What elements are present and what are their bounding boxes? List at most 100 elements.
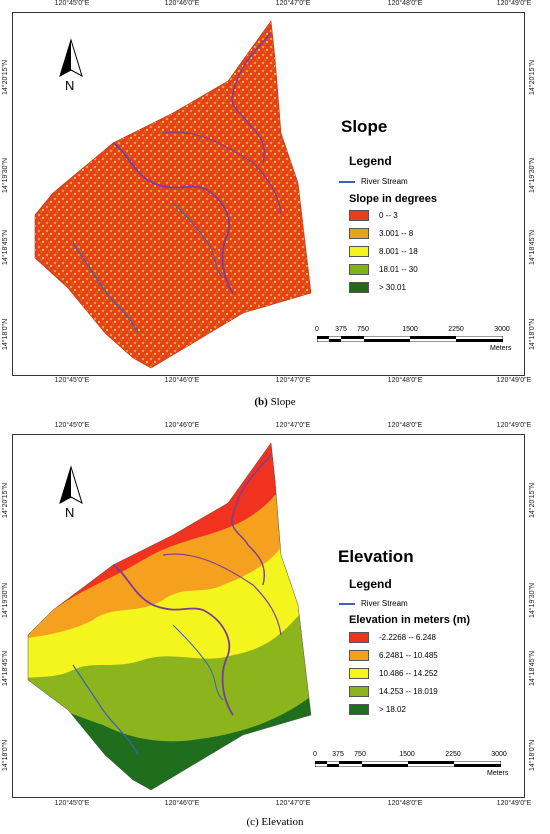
legend-class: 8.001 -- 18 bbox=[349, 245, 418, 257]
class-label: > 30.01 bbox=[379, 282, 406, 292]
color-swatch bbox=[349, 667, 369, 679]
class-label: 18.01 -- 30 bbox=[379, 264, 418, 274]
river-label: River Stream bbox=[361, 599, 408, 608]
lat-tick-left: 14°18'45"N bbox=[2, 229, 9, 265]
river-stream bbox=[231, 32, 272, 164]
lat-tick-left: 14°19'30"N bbox=[2, 582, 9, 618]
lat-tick-right: 14°20'15"N bbox=[529, 59, 536, 95]
lon-tick-bottom: 120°48'0"E bbox=[387, 800, 423, 807]
map-frame: N Elevation Legend River Stream Elevatio… bbox=[12, 434, 525, 798]
river-stream bbox=[162, 553, 282, 636]
scale-tick: 750 bbox=[354, 751, 366, 758]
color-swatch bbox=[349, 281, 369, 293]
legend-class: 10.486 -- 14.252 bbox=[349, 667, 438, 679]
class-label: > 18.02 bbox=[379, 704, 406, 714]
lon-tick-bottom: 120°45'0"E bbox=[54, 377, 90, 384]
lon-tick-bottom: 120°47'0"E bbox=[275, 800, 311, 807]
map-title: Slope bbox=[341, 117, 388, 136]
color-swatch bbox=[349, 703, 369, 715]
lat-tick-left: 14°18'45"N bbox=[2, 650, 9, 686]
caption-letter: (b) bbox=[254, 396, 268, 408]
lat-tick-right: 14°19'30"N bbox=[529, 157, 536, 193]
lon-tick-top: 120°49'0"E bbox=[496, 422, 532, 429]
color-swatch bbox=[349, 263, 369, 275]
river-stream bbox=[112, 564, 234, 716]
scale-tick: 3000 bbox=[494, 326, 510, 333]
color-swatch bbox=[349, 227, 369, 239]
legend-heading: Legend bbox=[349, 577, 392, 591]
scale-tick: 375 bbox=[332, 751, 344, 758]
lon-tick-top: 120°49'0"E bbox=[496, 0, 532, 7]
figure-caption: (c) Elevation bbox=[246, 816, 304, 828]
lat-tick-right: 14°18'0"N bbox=[529, 318, 536, 350]
river-stream bbox=[231, 454, 272, 586]
map-title: Elevation bbox=[338, 547, 414, 566]
elevation-raster bbox=[27, 442, 312, 791]
class-label: 10.486 -- 14.252 bbox=[379, 668, 438, 678]
scale-tick: 3000 bbox=[491, 751, 507, 758]
class-label: -2.2268 -- 6.248 bbox=[379, 632, 436, 642]
scale-tick: 2250 bbox=[448, 326, 464, 333]
legend-river-stream: River Stream bbox=[339, 177, 408, 186]
lat-tick-left: 14°19'30"N bbox=[2, 157, 9, 193]
scale-unit: Meters bbox=[487, 770, 509, 777]
class-label: 0 -- 3 bbox=[379, 210, 398, 220]
lat-tick-right: 14°18'45"N bbox=[529, 650, 536, 686]
legend-class: 0 -- 3 bbox=[349, 209, 398, 221]
lon-tick-bottom: 120°48'0"E bbox=[387, 377, 423, 384]
legend-class: 6.2481 -- 10.485 bbox=[349, 649, 438, 661]
river-stream bbox=[172, 202, 224, 279]
legend-river-stream: River Stream bbox=[339, 599, 408, 608]
lon-tick-bottom: 120°49'0"E bbox=[496, 800, 532, 807]
lon-tick-bottom: 120°49'0"E bbox=[496, 377, 532, 384]
north-label: N bbox=[65, 505, 75, 520]
river-stream bbox=[162, 131, 282, 214]
lat-tick-right: 14°18'0"N bbox=[529, 739, 536, 771]
river-stream bbox=[172, 624, 224, 701]
slope-panel: 120°45'0"E 120°46'0"E 120°47'0"E 120°48'… bbox=[0, 0, 550, 408]
slope-raster bbox=[34, 20, 312, 369]
lat-tick-left: 14°18'0"N bbox=[2, 739, 9, 771]
river-stream bbox=[112, 142, 234, 294]
legend-class: 3.001 -- 8 bbox=[349, 227, 413, 239]
north-arrow-icon bbox=[59, 465, 83, 505]
class-label: 3.001 -- 8 bbox=[379, 228, 414, 238]
scale-tick: 750 bbox=[357, 326, 369, 333]
color-swatch bbox=[349, 245, 369, 257]
lon-tick-bottom: 120°47'0"E bbox=[275, 377, 311, 384]
legend-subtitle: Slope in degrees bbox=[349, 193, 438, 205]
scale-tick: 375 bbox=[335, 326, 347, 333]
river-label: River Stream bbox=[361, 177, 408, 186]
scale-tick: 0 bbox=[313, 751, 317, 758]
river-stream bbox=[72, 664, 139, 756]
lon-tick-top: 120°45'0"E bbox=[54, 422, 90, 429]
lon-tick-top: 120°48'0"E bbox=[387, 0, 423, 7]
lon-tick-bottom: 120°46'0"E bbox=[164, 377, 200, 384]
lon-tick-top: 120°46'0"E bbox=[164, 422, 200, 429]
lat-tick-left: 14°20'15"N bbox=[2, 482, 9, 518]
legend-class: > 30.01 bbox=[349, 281, 406, 293]
color-swatch bbox=[349, 649, 369, 661]
north-arrow-icon bbox=[59, 38, 83, 78]
lat-tick-right: 14°19'30"N bbox=[529, 582, 536, 618]
river-line-icon bbox=[339, 602, 355, 605]
study-area bbox=[34, 20, 312, 369]
class-label: 8.001 -- 18 bbox=[379, 246, 418, 256]
legend-heading: Legend bbox=[349, 154, 392, 168]
lat-tick-left: 14°20'15"N bbox=[2, 59, 9, 95]
lon-tick-top: 120°48'0"E bbox=[387, 422, 423, 429]
lon-tick-bottom: 120°46'0"E bbox=[164, 800, 200, 807]
scale-tick: 1500 bbox=[399, 751, 415, 758]
lat-tick-right: 14°20'15"N bbox=[529, 482, 536, 518]
scale-bar-graphic bbox=[317, 336, 503, 342]
legend-class: > 18.02 bbox=[349, 703, 406, 715]
color-swatch bbox=[349, 209, 369, 221]
caption-text: Slope bbox=[267, 396, 296, 408]
figure-caption: (b) Slope bbox=[0, 396, 550, 408]
lon-tick-top: 120°46'0"E bbox=[164, 0, 200, 7]
legend-class: 14.253 -- 18.019 bbox=[349, 685, 438, 697]
class-label: 14.253 -- 18.019 bbox=[379, 686, 438, 696]
scale-bar-graphic bbox=[315, 761, 501, 767]
class-label: 6.2481 -- 10.485 bbox=[379, 650, 438, 660]
legend-class: -2.2268 -- 6.248 bbox=[349, 631, 436, 643]
